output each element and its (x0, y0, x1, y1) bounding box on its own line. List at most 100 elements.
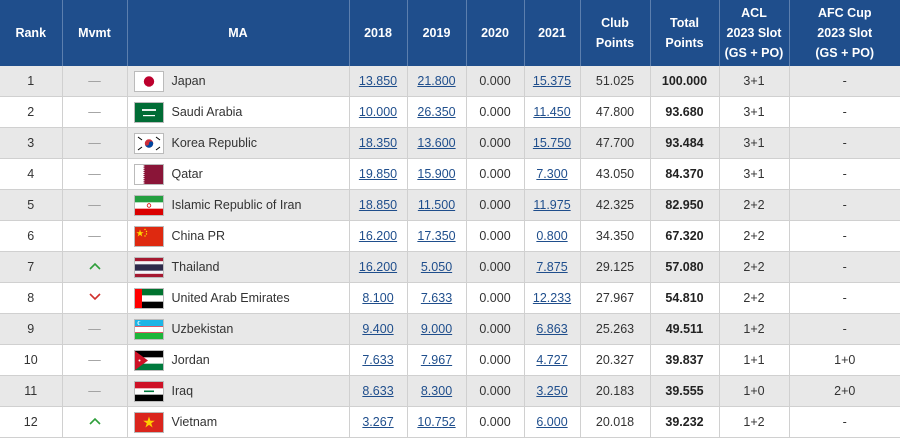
club-points-cell: 51.025 (580, 66, 651, 97)
header-acl-slot[interactable]: ACL 2023 Slot (GS + PO) (719, 0, 790, 66)
points-2021-link[interactable]: 11.450 (533, 105, 571, 119)
country-name: United Arab Emirates (171, 291, 290, 305)
total-points-cell: 39.232 (650, 406, 720, 438)
uae-flag (133, 287, 164, 309)
movement-cell: — (62, 189, 128, 221)
rank-cell: 8 (0, 282, 63, 314)
points-2019-link[interactable]: 7.967 (420, 353, 453, 367)
points-2019-link[interactable]: 10.752 (417, 415, 456, 429)
ma-cell: Japan (127, 66, 350, 97)
club-points-cell: 29.125 (580, 251, 651, 283)
points-2021-link[interactable]: 7.875 (536, 260, 568, 274)
points-2018-link[interactable]: 18.350 (358, 136, 398, 150)
ma-cell: Thailand (127, 251, 350, 283)
header-afc-cup-slot[interactable]: AFC Cup 2023 Slot (GS + PO) (789, 0, 900, 66)
china-pr-flag (133, 225, 164, 247)
movement-cell: — (62, 220, 128, 252)
country-name: Iraq (171, 384, 194, 398)
points-2018-link[interactable]: 16.200 (358, 260, 398, 274)
points-2021-link[interactable]: 7.300 (536, 167, 568, 181)
movement-cell (62, 251, 128, 283)
header-acl-line1: ACL (741, 6, 767, 20)
header-rank[interactable]: Rank (0, 0, 63, 66)
points-2021-link[interactable]: 6.863 (536, 322, 568, 336)
header-afc-line2: 2023 Slot (817, 26, 873, 40)
country-name: Qatar (171, 167, 203, 181)
header-total-line1: Total (670, 16, 699, 30)
afc-cup-slot-cell: - (789, 251, 900, 283)
header-2021[interactable]: 2021 (524, 0, 581, 66)
points-2019-link[interactable]: 7.633 (420, 291, 453, 305)
points-2019-cell: 8.300 (407, 375, 467, 407)
points-2019-link[interactable]: 13.600 (417, 136, 456, 150)
points-2019-link[interactable]: 17.350 (417, 229, 456, 243)
points-2018-link[interactable]: 9.400 (362, 322, 394, 336)
country-name: Thailand (171, 260, 220, 274)
points-2019-link[interactable]: 21.800 (417, 74, 456, 88)
points-2018-cell: 16.200 (349, 251, 408, 283)
points-2019-link[interactable]: 26.350 (417, 105, 456, 119)
points-2021-link[interactable]: 3.250 (536, 384, 568, 398)
ma-cell: Iraq (127, 375, 350, 407)
header-club-points[interactable]: Club Points (580, 0, 651, 66)
points-2019-link[interactable]: 8.300 (420, 384, 453, 398)
points-2018-link[interactable]: 13.850 (358, 74, 398, 88)
points-2018-link[interactable]: 8.100 (362, 291, 394, 305)
iraq-flag (133, 380, 164, 402)
total-points-cell: 39.837 (650, 344, 720, 376)
points-2021-link[interactable]: 4.727 (536, 353, 568, 367)
movement-none: — (88, 105, 101, 119)
points-2019-link[interactable]: 9.000 (420, 322, 453, 336)
table-row: 9 — Uzbekistan 9.400 9.000 0.000 6.863 25.263 49… (0, 313, 900, 345)
movement-none: — (88, 384, 101, 398)
points-2021-link[interactable]: 0.800 (536, 229, 568, 243)
acl-slot-cell: 1+0 (719, 375, 790, 407)
rank-cell: 12 (0, 406, 63, 438)
points-2018-link[interactable]: 18.850 (358, 198, 398, 212)
table-row: 4 — Qatar 19.850 15.900 0.000 7.300 43.050 84.37… (0, 158, 900, 190)
iran-flag (133, 194, 164, 216)
header-mvmt[interactable]: Mvmt (62, 0, 128, 66)
points-2021-link[interactable]: 12.233 (532, 291, 572, 305)
club-points-cell: 20.018 (580, 406, 651, 438)
header-2020[interactable]: 2020 (466, 0, 525, 66)
header-2019[interactable]: 2019 (407, 0, 467, 66)
total-points-cell: 93.484 (650, 127, 720, 159)
points-2018-link[interactable]: 16.200 (358, 229, 398, 243)
points-2018-cell: 16.200 (349, 220, 408, 252)
points-2021-link[interactable]: 15.750 (532, 136, 572, 150)
points-2021-cell: 4.727 (524, 344, 581, 376)
rank-cell: 9 (0, 313, 63, 345)
club-points-cell: 47.800 (580, 96, 651, 128)
club-points-cell: 42.325 (580, 189, 651, 221)
acl-slot-cell: 1+1 (719, 344, 790, 376)
movement-cell: — (62, 96, 128, 128)
header-ma[interactable]: MA (127, 0, 350, 66)
points-2021-link[interactable]: 11.975 (533, 198, 571, 212)
points-2018-link[interactable]: 3.267 (362, 415, 394, 429)
ma-cell: Jordan (127, 344, 350, 376)
points-2018-link[interactable]: 19.850 (358, 167, 398, 181)
points-2021-link[interactable]: 6.000 (536, 415, 568, 429)
header-total-line2: Points (665, 36, 704, 50)
points-2018-link[interactable]: 8.633 (362, 384, 394, 398)
header-2018[interactable]: 2018 (349, 0, 408, 66)
table-row: 10 — Jordan 7.633 7.967 0.000 4.727 20.327 39.83… (0, 344, 900, 376)
ma-cell: Saudi Arabia (127, 96, 350, 128)
points-2021-link[interactable]: 15.375 (532, 74, 572, 88)
points-2021-cell: 15.375 (524, 66, 581, 97)
points-2020-cell: 0.000 (466, 127, 525, 159)
points-2018-link[interactable]: 10.000 (358, 105, 398, 119)
movement-none: — (88, 229, 101, 243)
country-name: Uzbekistan (171, 322, 234, 336)
points-2019-cell: 9.000 (407, 313, 467, 345)
points-2018-link[interactable]: 7.633 (362, 353, 394, 367)
afc-cup-slot-cell: - (789, 96, 900, 128)
points-2019-link[interactable]: 15.900 (417, 167, 456, 181)
country-name: Jordan (171, 353, 210, 367)
header-total-points[interactable]: Total Points (650, 0, 720, 66)
points-2019-link[interactable]: 5.050 (420, 260, 453, 274)
acl-slot-cell: 1+2 (719, 313, 790, 345)
rank-cell: 7 (0, 251, 63, 283)
points-2019-link[interactable]: 11.500 (417, 198, 456, 212)
